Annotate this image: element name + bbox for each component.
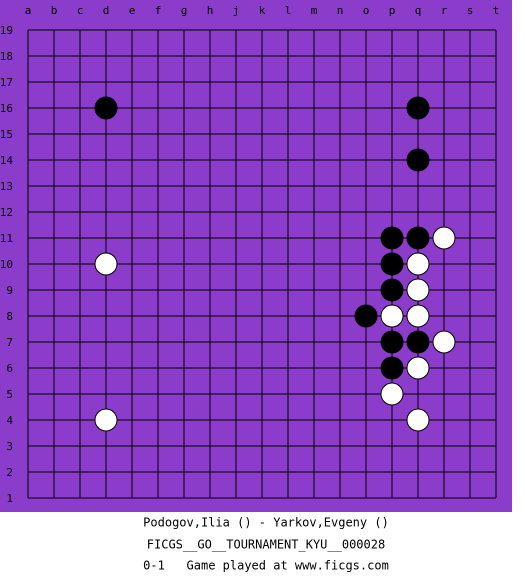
column-label: j bbox=[233, 4, 240, 17]
players: Podogov,Ilia () - Yarkov,Evgeny () bbox=[143, 516, 389, 530]
column-label: g bbox=[181, 4, 188, 17]
row-label: 4 bbox=[6, 414, 13, 427]
row-label: 18 bbox=[0, 50, 13, 63]
black-stone bbox=[380, 356, 404, 380]
row-label: 10 bbox=[0, 258, 13, 271]
column-label: s bbox=[467, 4, 474, 17]
white-stone bbox=[406, 278, 430, 302]
row-label: 13 bbox=[0, 180, 13, 193]
event: FICGS__GO__TOURNAMENT_KYU__000028 bbox=[147, 538, 385, 552]
column-label: f bbox=[155, 4, 162, 17]
row-label: 14 bbox=[0, 154, 13, 167]
black-stone bbox=[380, 226, 404, 250]
column-label: q bbox=[415, 4, 422, 17]
row-label: 6 bbox=[6, 362, 13, 375]
column-label: m bbox=[311, 4, 318, 17]
row-label: 5 bbox=[6, 388, 13, 401]
row-label: 8 bbox=[6, 310, 13, 323]
result: 0-1 Game played at www.ficgs.com bbox=[143, 559, 389, 573]
row-label: 1 bbox=[6, 492, 13, 505]
row-label: 9 bbox=[6, 284, 13, 297]
column-label: h bbox=[207, 4, 214, 17]
white-stone bbox=[432, 330, 456, 354]
white-stone bbox=[94, 408, 118, 432]
black-stone bbox=[406, 96, 430, 120]
black-stone bbox=[406, 330, 430, 354]
black-stone bbox=[406, 148, 430, 172]
white-stone bbox=[406, 304, 430, 328]
column-label: c bbox=[77, 4, 84, 17]
white-stone bbox=[380, 382, 404, 406]
column-label: p bbox=[389, 4, 396, 17]
row-label: 2 bbox=[6, 466, 13, 479]
row-label: 12 bbox=[0, 206, 13, 219]
white-stone bbox=[406, 356, 430, 380]
black-stone bbox=[380, 252, 404, 276]
column-label: k bbox=[259, 4, 266, 17]
column-label: e bbox=[129, 4, 136, 17]
row-label: 15 bbox=[0, 128, 13, 141]
row-label: 19 bbox=[0, 24, 13, 37]
row-label: 17 bbox=[0, 76, 13, 89]
column-label: l bbox=[285, 4, 292, 17]
column-label: n bbox=[337, 4, 344, 17]
black-stone bbox=[380, 278, 404, 302]
board: a b c d e f g h j k l m n o p q r s t191817161514131211109… bbox=[0, 4, 499, 505]
column-label: r bbox=[441, 4, 448, 17]
board-background bbox=[0, 0, 512, 512]
white-stone bbox=[406, 408, 430, 432]
white-stone bbox=[406, 252, 430, 276]
column-label: a bbox=[25, 4, 32, 17]
row-label: 3 bbox=[6, 440, 13, 453]
column-label: t bbox=[493, 4, 500, 17]
black-stone bbox=[354, 304, 378, 328]
black-stone bbox=[380, 330, 404, 354]
column-label: d bbox=[103, 4, 110, 17]
row-label: 11 bbox=[0, 232, 13, 245]
column-label: o bbox=[363, 4, 370, 17]
row-label: 16 bbox=[0, 102, 13, 115]
white-stone bbox=[432, 226, 456, 250]
black-stone bbox=[406, 226, 430, 250]
white-stone bbox=[94, 252, 118, 276]
column-label: b bbox=[51, 4, 58, 17]
black-stone bbox=[94, 96, 118, 120]
row-label: 7 bbox=[6, 336, 13, 349]
white-stone bbox=[380, 304, 404, 328]
